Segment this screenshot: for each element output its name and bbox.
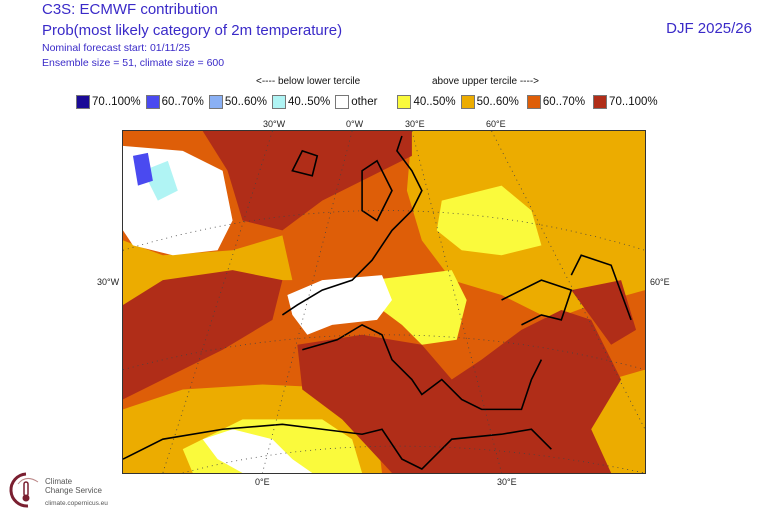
logo-line2: Change Service (45, 486, 102, 495)
region-40-50-central (372, 270, 467, 345)
season-label: DJF 2025/26 (666, 20, 752, 37)
legend-swatch (526, 95, 541, 109)
legend-label: 50..60% (224, 96, 268, 108)
legend-swatch (208, 95, 223, 109)
ensemble-size: Ensemble size = 51, climate size = 600 (42, 57, 225, 69)
region-70-100-mediterranean (297, 309, 622, 473)
lon-label-top: 30°E (405, 119, 425, 129)
legend-label: 60..70% (542, 96, 586, 108)
coastlines (123, 135, 632, 470)
region-40-50-below (142, 160, 178, 201)
legend-item: 70..100% (76, 95, 141, 109)
legend-swatch (76, 95, 90, 109)
legend-swatch (397, 95, 412, 109)
lon-label-top: 30°W (263, 119, 286, 129)
lon-label-right: 60°E (650, 277, 670, 287)
map-title: C3S: ECMWF contribution (42, 1, 218, 18)
region-other-africa (202, 429, 313, 473)
lon-label-left: 30°W (97, 277, 120, 287)
lon-label-top: 60°E (486, 119, 506, 129)
graticule (123, 131, 645, 473)
legend-label: 40..50% (288, 96, 331, 108)
forecast-start: Nominal forecast start: 01/11/25 (42, 42, 191, 54)
legend-label: other (351, 96, 378, 108)
legend-item: 70..100% (593, 95, 658, 109)
legend-swatch (272, 95, 287, 109)
above-tercile-label: above upper tercile ----> (432, 76, 539, 87)
legend-item: 50..60% (460, 95, 519, 109)
region-other-france (287, 275, 392, 335)
lon-label-top: 0°W (346, 119, 364, 129)
legend-swatch (335, 95, 350, 109)
logo-line1: Climate (45, 477, 73, 486)
legend-label: 60..70% (161, 96, 204, 108)
lon-label-bottom: 0°E (255, 477, 270, 487)
region-70-100-north (202, 131, 412, 231)
legend-item: 40..50% (397, 95, 456, 109)
copernicus-logo (9, 472, 39, 508)
logo-url: climate.copernicus.eu (45, 500, 108, 507)
legend-item: 40..50% (272, 95, 330, 109)
region-60-70-below (132, 152, 153, 186)
legend-swatch (460, 95, 475, 109)
region-70-100-atlantic (123, 270, 283, 400)
below-tercile-label: <---- below lower tercile (256, 76, 361, 87)
region-40-50-russia (436, 185, 542, 256)
map-subtitle: Prob(most likely category of 2m temperat… (42, 22, 343, 39)
legend-item: 60..70% (145, 95, 204, 109)
legend-label: 40..50% (413, 96, 456, 108)
probability-map (122, 130, 646, 474)
legend-swatch (593, 95, 608, 109)
region-70-100-caspian (571, 280, 637, 345)
legend-label: 50..60% (476, 96, 519, 108)
lon-label-bottom: 30°E (497, 477, 517, 487)
legend-item: 50..60% (208, 95, 268, 109)
color-legend: 70..100% 60..70% 50..60% 40..50% other 4… (76, 95, 663, 109)
legend-item: 60..70% (526, 95, 586, 109)
legend-label: 70..100% (609, 96, 658, 108)
legend-label: 70..100% (92, 96, 141, 108)
legend-swatch (145, 95, 160, 109)
legend-item: other (335, 95, 377, 109)
